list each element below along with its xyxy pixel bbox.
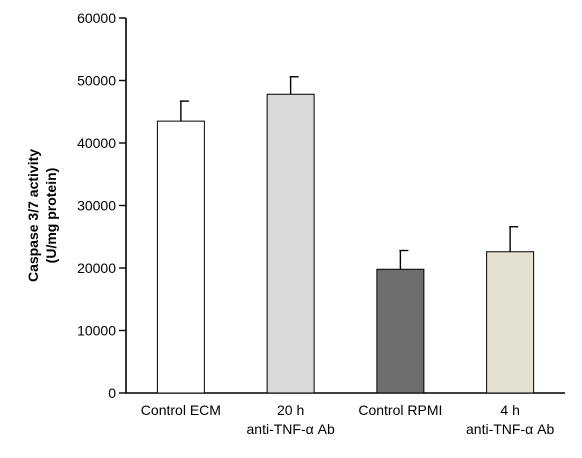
bar (376, 268, 425, 394)
y-axis-title: Caspase 3/7 activity (U/mg protein) (25, 149, 59, 282)
y-tick-label: 10000 (77, 323, 116, 339)
y-tick-label: 30000 (77, 198, 116, 214)
y-tick-label: 60000 (77, 10, 116, 26)
y-tick-label: 0 (108, 385, 116, 401)
x-axis-labels: Control ECM 20 h anti-TNF-α Ab Control RPMI… (141, 402, 555, 437)
x-category-label: Control ECM (141, 402, 221, 418)
y-tick-label: 20000 (77, 260, 116, 276)
bar (486, 251, 535, 394)
y-axis: 0 10000 20000 30000 40000 50000 60000 (77, 10, 127, 401)
bar (156, 120, 205, 394)
bars (156, 93, 535, 394)
x-category-label: Control RPMI (358, 402, 442, 418)
y-tick-label: 40000 (77, 135, 116, 151)
bar (266, 93, 315, 394)
x-category-label: 4 h (500, 402, 519, 418)
error-bars (179, 76, 519, 270)
x-category-label: anti-TNF-α Ab (247, 421, 335, 437)
y-tick-label: 50000 (77, 73, 116, 89)
x-category-label: 20 h (277, 402, 304, 418)
y-axis-title-line: (U/mg protein) (43, 168, 59, 264)
x-category-label: anti-TNF-α Ab (466, 421, 554, 437)
y-axis-title-line: Caspase 3/7 activity (25, 149, 41, 282)
